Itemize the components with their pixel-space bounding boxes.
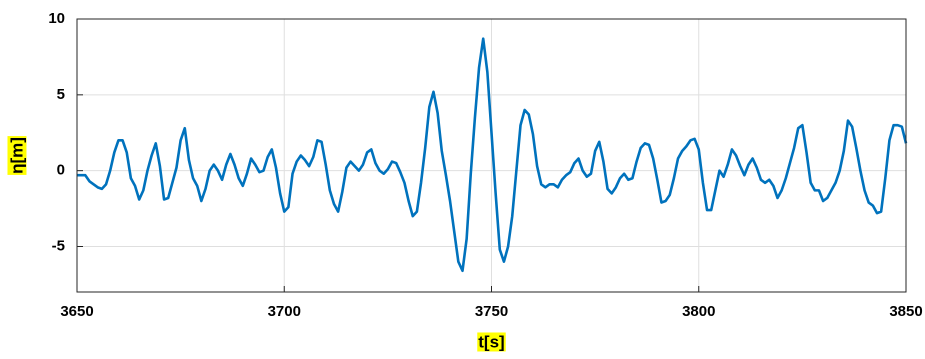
x-tick-label: 3700 xyxy=(268,303,301,320)
data-line xyxy=(77,37,908,273)
x-axis-label: t[s] xyxy=(478,332,504,351)
label-highlight xyxy=(477,332,506,352)
label-highlight xyxy=(7,136,27,175)
x-tick-label: 3800 xyxy=(682,303,715,320)
x-tick-label: 3850 xyxy=(889,303,922,320)
axes-box xyxy=(76,18,907,293)
y-tick-label: 10 xyxy=(48,10,65,27)
y-label-group: η[m] xyxy=(7,136,27,175)
x-tick-label: 3650 xyxy=(60,303,93,320)
y-axis-label: η[m] xyxy=(7,137,26,174)
x-tick-label: 3750 xyxy=(475,303,508,320)
y-tick-label: -5 xyxy=(52,237,65,254)
y-tick-label: 5 xyxy=(57,86,65,103)
y-tick-label: 0 xyxy=(57,162,65,179)
